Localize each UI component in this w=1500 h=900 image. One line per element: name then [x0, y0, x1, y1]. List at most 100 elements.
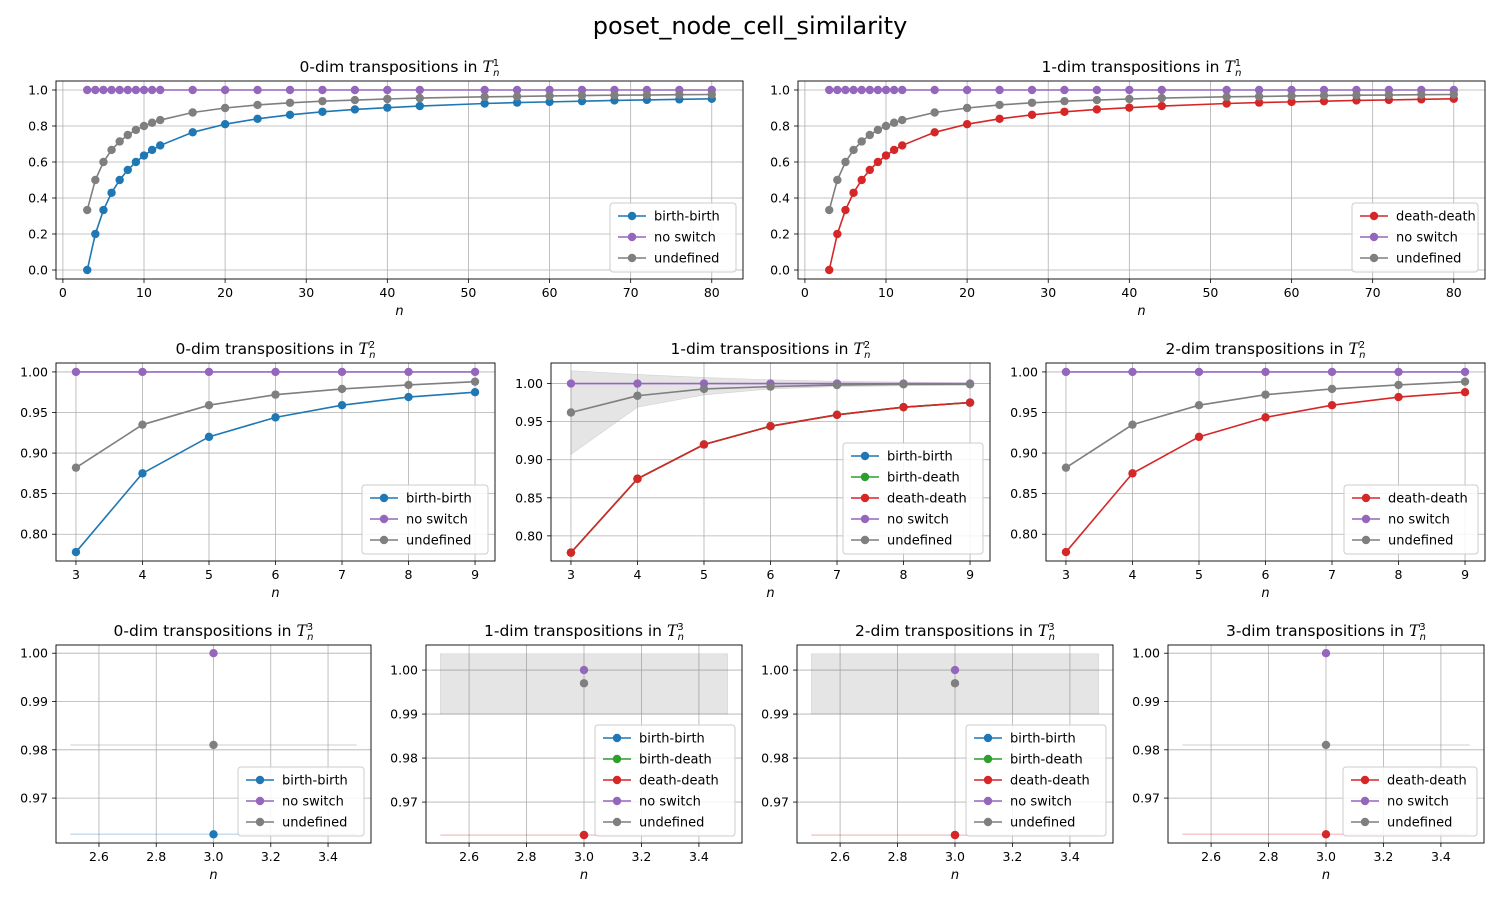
data-point-undefined — [577, 91, 587, 100]
legend-swatch-marker — [1360, 817, 1370, 827]
data-point-no-switch — [1061, 367, 1071, 377]
y-tick-label: 1.0 — [28, 83, 48, 98]
legend-label: no switch — [1387, 795, 1449, 810]
data-point-no-switch — [579, 665, 589, 675]
legend-swatch-marker — [627, 253, 637, 263]
data-point-death-death — [899, 402, 908, 412]
data-point-no-switch — [220, 85, 230, 95]
y-tick-label: 0.8 — [770, 119, 790, 134]
legend: birth-birth no switch undefined — [237, 766, 365, 837]
legend-label: no switch — [1010, 795, 1072, 810]
data-point-no-switch — [253, 85, 262, 95]
data-point-no-switch — [337, 367, 347, 377]
x-tick-label: 3.0 — [574, 849, 594, 864]
x-tick-label: 9 — [1461, 567, 1469, 582]
data-point-undefined — [415, 93, 424, 103]
y-tick-label: 1.00 — [515, 376, 543, 391]
x-tick-label: 20 — [959, 285, 975, 300]
data-point-death-death — [1222, 99, 1231, 108]
data-point-no-switch — [131, 85, 141, 95]
x-tick-label: 8 — [900, 567, 908, 582]
y-tick-label: 0.80 — [1010, 527, 1038, 542]
y-tick-label: 1.00 — [20, 646, 48, 661]
data-point-death-death — [1460, 388, 1470, 397]
data-point-undefined — [889, 118, 899, 127]
data-point-death-death — [633, 474, 642, 483]
data-point-undefined — [271, 390, 280, 399]
data-point-death-death — [950, 830, 960, 840]
x-tick-label: 80 — [1446, 285, 1462, 300]
data-point-no-switch — [930, 85, 939, 95]
legend-swatch-marker — [379, 493, 389, 503]
data-point-birth-birth — [285, 110, 295, 120]
data-point-undefined — [707, 90, 716, 99]
y-tick-label: 0.99 — [20, 694, 48, 709]
legend-label: undefined — [406, 534, 471, 549]
data-point-undefined — [832, 380, 842, 390]
data-point-undefined — [350, 95, 360, 105]
x-tick-label: 0 — [59, 285, 67, 300]
data-point-undefined — [1321, 740, 1331, 750]
x-tick-label: 40 — [379, 285, 395, 300]
y-tick-label: 0.2 — [28, 227, 48, 242]
y-tick-label: 0.90 — [1010, 446, 1038, 461]
y-tick-label: 0.6 — [28, 155, 48, 170]
data-point-birth-birth — [138, 469, 147, 478]
legend-swatch-marker — [1361, 535, 1371, 545]
data-point-no-switch — [139, 85, 149, 95]
subplot-0: 0 10 20 30 40 50 60 70 80 0.0 0.2 0.4 0.6 0.8 1.0 n 0-di… — [28, 58, 744, 319]
subplot-5: 2.6 2.8 3.0 3.2 3.4 0.97 0.98 0.99 1.00 n 0-dim tr… — [20, 622, 372, 883]
x-axis-label: n — [395, 304, 403, 319]
data-point-death-death — [825, 265, 834, 275]
x-axis-label: n — [209, 868, 217, 883]
subplot-title: 0-dim transpositions in T2 n — [176, 340, 376, 361]
plot-area — [825, 85, 1458, 275]
data-point-birth-birth — [115, 175, 124, 185]
subplot-title: 0-dim transpositions in T3 n — [114, 622, 314, 643]
legend-label: no switch — [654, 231, 716, 246]
data-point-death-death — [579, 830, 589, 840]
y-tick-label: 1.00 — [1132, 646, 1160, 661]
data-point-no-switch — [99, 85, 108, 95]
data-point-no-switch — [204, 367, 214, 377]
x-tick-label: 2.8 — [517, 849, 537, 864]
data-point-no-switch — [115, 85, 124, 95]
data-point-undefined — [188, 108, 197, 117]
x-tick-label: 8 — [1395, 567, 1403, 582]
legend-swatch-marker — [860, 451, 870, 461]
data-point-undefined — [1157, 93, 1166, 103]
subplot-title: 2-dim transpositions in T3 n — [855, 622, 1055, 643]
legend-box — [1342, 766, 1478, 837]
x-tick-label: 6 — [272, 567, 280, 582]
x-tick-label: 9 — [471, 567, 479, 582]
y-tick-label: 0.80 — [515, 528, 543, 543]
data-point-undefined — [480, 92, 489, 102]
x-axis-label: n — [271, 586, 279, 601]
x-tick-label: 5 — [205, 567, 213, 582]
x-tick-label: 30 — [298, 285, 314, 300]
data-point-undefined — [1061, 463, 1071, 472]
data-point-undefined — [91, 175, 100, 185]
legend-swatch-marker — [379, 514, 389, 524]
data-point-undefined — [99, 157, 108, 167]
legend: death-death no switch undefined — [1342, 766, 1478, 837]
data-point-no-switch — [833, 85, 842, 95]
legend-label: birth-birth — [887, 450, 953, 465]
data-point-undefined — [898, 115, 907, 125]
data-point-undefined — [253, 100, 262, 110]
x-tick-label: 5 — [1195, 567, 1203, 582]
data-point-undefined — [995, 100, 1004, 110]
data-point-death-death — [965, 398, 975, 407]
x-tick-label: 3.2 — [1003, 849, 1023, 864]
y-tick-label: 0.99 — [761, 707, 789, 722]
legend-label: death-death — [1010, 774, 1090, 789]
legend-swatch-marker — [1369, 232, 1379, 242]
data-point-birth-birth — [545, 97, 554, 107]
data-point-death-death — [995, 114, 1004, 124]
data-point-death-death — [1027, 110, 1037, 120]
legend-swatch-marker — [612, 796, 622, 806]
legend-swatch-marker — [983, 733, 993, 743]
subplot-title: 1-dim transpositions in T2 n — [671, 340, 871, 361]
data-point-undefined — [833, 175, 842, 185]
data-point-birth-birth — [139, 151, 149, 160]
